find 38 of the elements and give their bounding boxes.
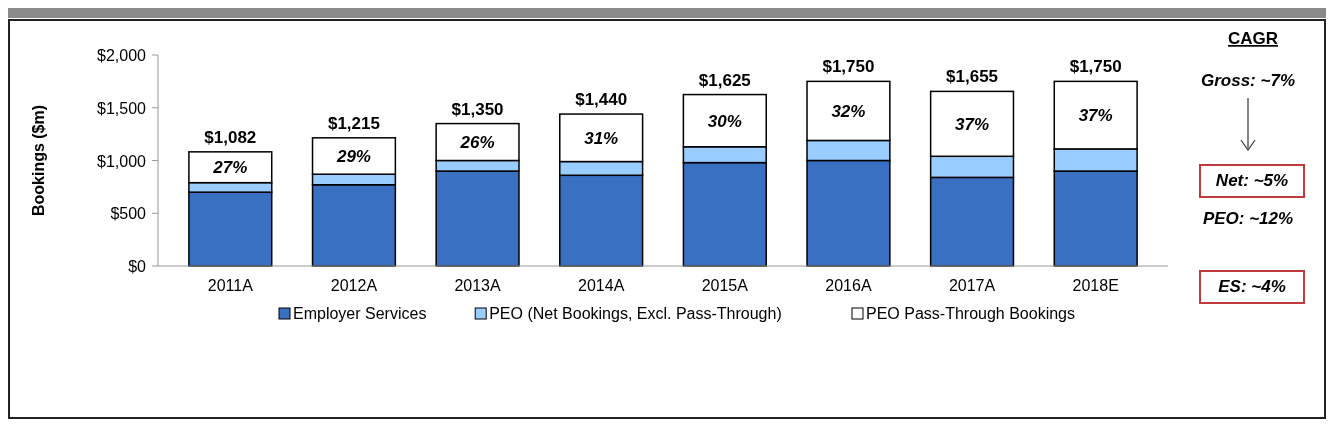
x-tick-label: 2014A <box>578 277 625 294</box>
y-axis-title: Bookings ($m) <box>30 104 47 217</box>
total-label: $1,215 <box>327 113 380 133</box>
x-tick-label: 2013A <box>454 277 502 294</box>
x-tick-label: 2011A <box>207 277 254 294</box>
total-label: $1,750 <box>1069 57 1122 77</box>
annotation: 29% <box>335 147 371 167</box>
annotation: 32% <box>831 101 866 121</box>
x-tick-label: 2018E <box>1072 277 1119 294</box>
x-tick-label: 2017A <box>948 277 996 294</box>
text: Gross: ~7% <box>1200 71 1296 90</box>
annotation: 31% <box>584 128 619 148</box>
y-tick-label: $1,500 <box>97 99 147 117</box>
total-label: $1,625 <box>698 70 751 90</box>
y-tick-label: $500 <box>110 205 147 223</box>
text: ES: ~4% <box>1218 277 1286 296</box>
y-tick-label: $0 <box>128 258 147 275</box>
annotation: 37% <box>955 114 990 134</box>
annotation: 26% <box>459 133 495 153</box>
annotation: 27% <box>212 158 248 178</box>
legend-label: PEO Pass-Through Bookings <box>866 305 1075 322</box>
text: CAGR <box>1227 29 1279 48</box>
legend-label: Employer Services <box>293 305 427 322</box>
legend-label: PEO (Net Bookings, Excl. Pass-Through) <box>489 305 782 322</box>
annotation: 30% <box>707 111 742 131</box>
text: PEO: ~12% <box>1202 209 1294 228</box>
x-tick-label: 2016A <box>825 277 872 294</box>
y-tick-label: $1,000 <box>97 152 147 170</box>
x-tick-label: 2015A <box>701 277 749 294</box>
annotation: 37% <box>1078 106 1113 126</box>
text: Net: ~5% <box>1215 171 1289 190</box>
total-label: $1,350 <box>451 99 504 119</box>
y-tick-label: $2,000 <box>97 47 147 64</box>
x-tick-label: 2012A <box>330 277 378 294</box>
total-label: $1,082 <box>204 127 257 147</box>
total-label: $1,655 <box>946 67 999 87</box>
total-label: $1,750 <box>822 57 875 77</box>
total-label: $1,440 <box>575 90 628 110</box>
